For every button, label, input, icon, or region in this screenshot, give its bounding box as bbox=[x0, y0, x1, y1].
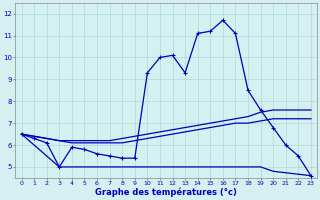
X-axis label: Graphe des températures (°c): Graphe des températures (°c) bbox=[95, 188, 237, 197]
